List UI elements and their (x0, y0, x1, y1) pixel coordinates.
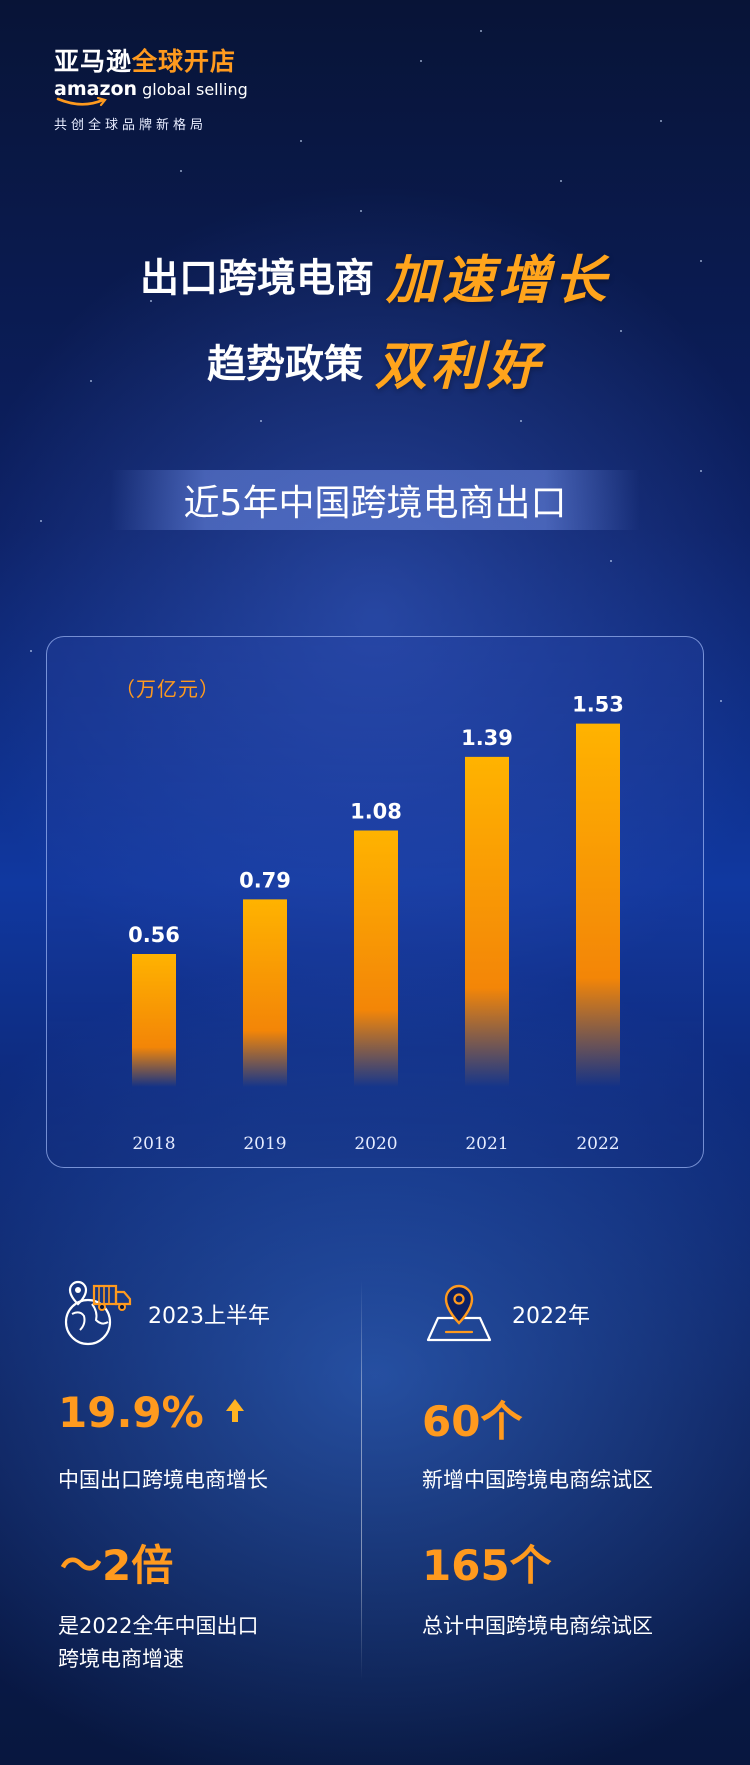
value-label-2022: 1.53 (572, 693, 624, 717)
star-dot (300, 140, 302, 142)
star-dot (610, 560, 612, 562)
logo-amazon-word: amazon (54, 78, 137, 107)
headline-line-1: 出口跨境电商 加速增长 (0, 238, 750, 313)
headline-2-white: 趋势政策 (206, 342, 363, 388)
star-dot (180, 170, 182, 172)
stat-left-period: 2023上半年 (148, 1304, 270, 1329)
stat-right-metric2-desc: 总计中国跨境电商综试区 (422, 1614, 653, 1638)
star-dot (700, 470, 702, 472)
headline-1-orange: 加速增长 (386, 251, 611, 311)
headline-line-2: 趋势政策 双利好 (0, 324, 750, 399)
chart-subtitle-band: 近5年中国跨境电商出口 (110, 470, 640, 530)
stat-right-metric1-desc: 新增中国跨境电商综试区 (422, 1468, 653, 1492)
logo-tagline: 共创全球品牌新格局 (54, 118, 208, 133)
logo-global-selling-word: global selling (142, 80, 248, 99)
star-dot (30, 650, 32, 652)
value-label-2019: 0.79 (239, 868, 291, 892)
star-dot (660, 120, 662, 122)
logo-cn-white: 亚马逊 (54, 47, 133, 76)
bar-2020 (354, 830, 398, 1087)
chart-subtitle: 近5年中国跨境电商出口 (183, 483, 567, 524)
logo-english: amazon global selling (54, 78, 248, 107)
star-dot (260, 420, 262, 422)
stat-left-metric2-desc: 是2022全年中国出口 跨境电商增速 (58, 1610, 258, 1676)
value-label-2021: 1.39 (461, 726, 513, 750)
star-dot (360, 210, 362, 212)
stat-right-header: 2022年 (420, 1280, 590, 1348)
star-dot (560, 180, 562, 182)
stat-left-metric1-desc: 中国出口跨境电商增长 (58, 1468, 268, 1492)
value-label-2018: 0.56 (128, 923, 180, 947)
up-arrow-icon (225, 1398, 244, 1422)
stat-left-metric1-value: 19.9% (58, 1388, 204, 1437)
stat-left-metric2-desc-line2: 跨境电商增速 (58, 1647, 184, 1671)
x-tick-label-2021: 2021 (465, 1134, 508, 1154)
star-dot (480, 30, 482, 32)
star-dot (520, 420, 522, 422)
stats-divider (361, 1280, 362, 1680)
location-truck-globe-icon (64, 1280, 132, 1346)
stat-left-metric2-value: ～2倍 (60, 1541, 174, 1590)
x-tick-label-2019: 2019 (243, 1134, 286, 1154)
bar-2021 (465, 756, 509, 1087)
bar-2018 (132, 954, 176, 1087)
x-tick-label-2020: 2020 (354, 1134, 397, 1154)
amazon-smile-icon (56, 97, 107, 107)
logo-chinese: 亚马逊全球开店 (54, 42, 248, 78)
value-label-2020: 1.08 (350, 800, 402, 824)
bar-2022 (576, 723, 620, 1087)
logo-cn-orange: 全球开店 (132, 47, 237, 76)
amazon-global-selling-logo: 亚马逊全球开店 amazon global selling 共创全球品牌新格局 (54, 42, 248, 133)
x-tick-label-2018: 2018 (132, 1134, 175, 1154)
star-dot (720, 700, 722, 702)
bar-chart: 0.56 2018 0.79 2019 1.08 2020 1.39 2021 1.53 2022 (128, 693, 624, 1154)
bar-2019 (243, 899, 287, 1087)
chart-card: （万亿元） 0.56 2018 0.79 2019 1.08 2020 1.39 2021 1.… (46, 636, 704, 1168)
headline-2-orange: 双利好 (375, 337, 544, 397)
stat-left-header: 2023上半年 (58, 1280, 270, 1348)
headline-1-white: 出口跨境电商 (139, 256, 374, 302)
stat-left-metric2-desc-line1: 是2022全年中国出口 (58, 1614, 259, 1638)
x-tick-label-2022: 2022 (576, 1134, 619, 1154)
stat-right-metric2-value: 165个 (422, 1541, 552, 1590)
stat-right-metric1-value: 60个 (422, 1397, 523, 1446)
map-pin-icon (426, 1284, 492, 1342)
star-dot (420, 60, 422, 62)
star-dot (40, 520, 42, 522)
stat-left-metric1: 19.9% (58, 1388, 244, 1437)
stat-right-period: 2022年 (512, 1304, 590, 1329)
chart-unit-label: （万亿元） (115, 677, 220, 701)
